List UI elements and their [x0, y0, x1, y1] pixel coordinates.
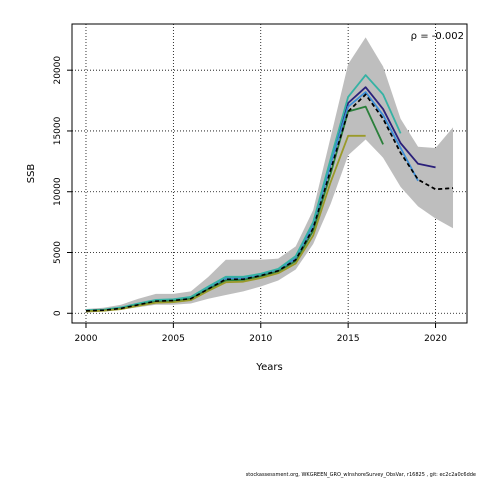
series-line-4 — [85, 74, 402, 312]
x-tick-label: 2020 — [424, 334, 447, 344]
x-tick-label: 2000 — [75, 334, 98, 344]
y-tick-label: 15000 — [53, 116, 63, 145]
x-tick-label: 2010 — [249, 334, 272, 344]
confidence-band — [85, 37, 454, 313]
y-axis: 0 5000 10000 15000 20000 — [53, 56, 72, 316]
y-tick-label: 0 — [53, 310, 63, 316]
y-tick-label: 20000 — [53, 56, 63, 85]
y-axis-title: SSB — [26, 164, 37, 184]
y-tick-label: 5000 — [53, 241, 63, 264]
x-axis-title: Years — [255, 362, 282, 373]
series-layer — [85, 74, 454, 313]
x-tick-label: 2015 — [337, 334, 360, 344]
series-line-6 — [85, 134, 366, 313]
reference-line — [85, 93, 454, 312]
y-tick-label: 10000 — [53, 177, 63, 206]
plot-frame — [71, 23, 468, 324]
footer-credit: stockassessment.org, WKGREEN_GRO_wInshor… — [245, 472, 476, 478]
confidence-band-layer — [85, 37, 454, 313]
x-axis: 2000 2005 2010 2015 2020 — [75, 323, 447, 344]
x-tick-label: 2005 — [162, 334, 185, 344]
rho-annotation: ρ = -0.002 — [411, 31, 464, 42]
